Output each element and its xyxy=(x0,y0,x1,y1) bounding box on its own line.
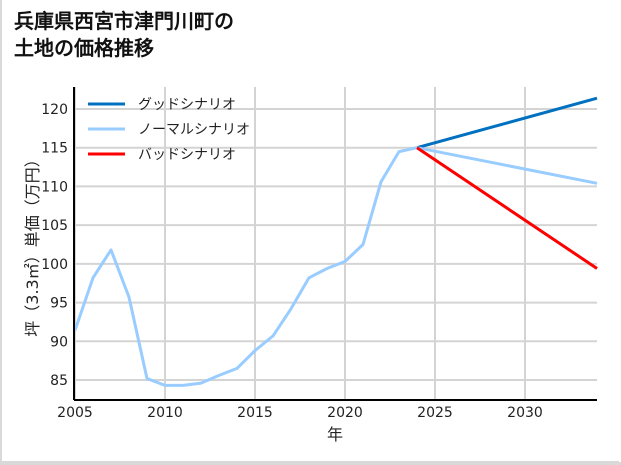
legend-label: バッドシナリオ xyxy=(138,147,236,163)
title-line-2: 土地の価格推移 xyxy=(14,36,154,60)
y-axis-label: 坪（3.3㎡）単価（万円） xyxy=(23,151,42,336)
y-tick-label: 110 xyxy=(41,179,68,195)
x-tick-label: 2015 xyxy=(237,405,273,421)
y-tick-label: 115 xyxy=(41,141,68,157)
y-tick-label: 95 xyxy=(50,296,68,312)
series-line-2 xyxy=(416,146,598,270)
y-tick-label: 100 xyxy=(41,257,68,273)
x-axis-label: 年 xyxy=(327,425,343,444)
y-tick-label: 105 xyxy=(41,218,68,234)
legend-label: グッドシナリオ xyxy=(138,97,236,113)
chart-title: 兵庫県西宮市津門川町の 土地の価格推移 xyxy=(14,8,234,62)
title-line-1: 兵庫県西宮市津門川町の xyxy=(14,9,234,33)
x-tick-label: 2005 xyxy=(57,405,93,421)
y-tick-label: 90 xyxy=(50,334,68,350)
x-tick-label: 2030 xyxy=(507,405,543,421)
x-tick-label: 2010 xyxy=(147,405,183,421)
legend-label: ノーマルシナリオ xyxy=(138,122,250,138)
x-tick-label: 2025 xyxy=(417,405,453,421)
series-line-0 xyxy=(416,96,598,150)
y-tick-label: 120 xyxy=(41,102,68,118)
y-tick-label: 85 xyxy=(50,373,68,389)
frame-bottom-border xyxy=(0,462,621,465)
series-line-1 xyxy=(73,146,598,387)
x-tick-label: 2020 xyxy=(327,405,363,421)
